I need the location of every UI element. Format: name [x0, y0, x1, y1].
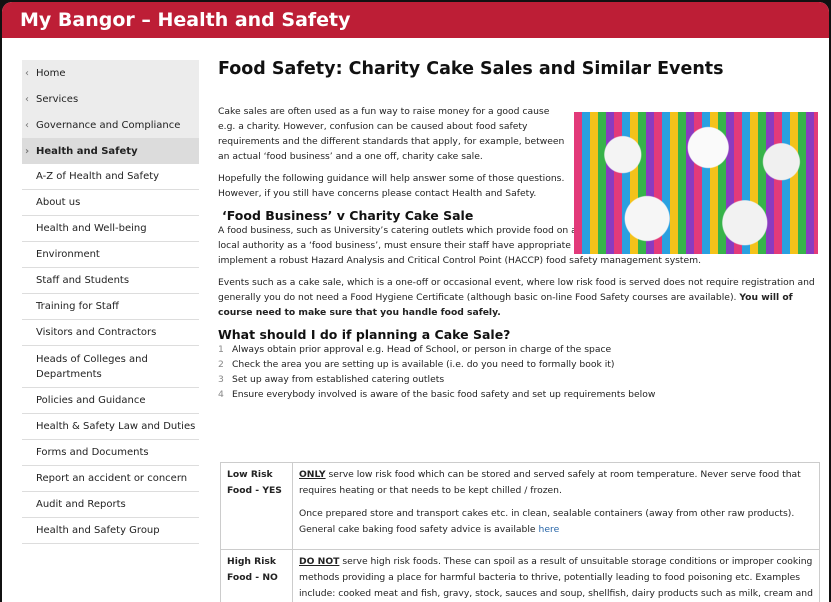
table-row: High Risk Food - NO DO NOT serve high ri…: [220, 549, 820, 602]
chevron-right-icon: ›: [25, 145, 30, 157]
intro-paragraph: Hopefully the following guidance will he…: [218, 173, 565, 199]
section-heading: ‘Food Business’ v Charity Cake Sale: [222, 208, 474, 223]
site-header: My Bangor – Health and Safety: [2, 2, 829, 38]
sidebar-item[interactable]: Policies and Guidance: [22, 388, 199, 414]
list-item: 3 Set up away from established catering o…: [218, 372, 820, 387]
sidebar-item[interactable]: Staff and Students: [22, 268, 199, 294]
sidebar-label: Governance and Compliance: [36, 119, 181, 131]
sidebar-label: Health and Safety: [36, 145, 138, 157]
paragraph: A food business, such as University’s ca…: [218, 225, 816, 266]
sidebar-item[interactable]: Environment: [22, 242, 199, 268]
list-number: 3: [218, 374, 224, 385]
main-content: Food Safety: Charity Cake Sales and Simi…: [218, 59, 820, 602]
chevron-left-icon: ‹: [25, 119, 29, 131]
sidebar-item-services[interactable]: ‹ Services: [22, 86, 199, 112]
row-content: DO NOT serve high risk foods. These can …: [292, 549, 820, 602]
emphasis: DO NOT: [299, 556, 340, 567]
sidebar-item[interactable]: Report an accident or concern: [22, 466, 199, 492]
sidebar-label: Home: [36, 67, 66, 79]
sidebar-label: Services: [36, 93, 79, 105]
list-text: Always obtain prior approval e.g. Head o…: [232, 344, 612, 355]
list-number: 4: [218, 389, 224, 400]
steps-list: 1 Always obtain prior approval e.g. Head …: [218, 342, 820, 402]
chevron-left-icon: ‹: [25, 67, 29, 79]
emphasis: ONLY: [299, 469, 326, 480]
list-item: 1 Always obtain prior approval e.g. Head …: [218, 342, 820, 357]
sidebar-item[interactable]: Visitors and Contractors: [22, 320, 199, 346]
sidebar-item-health-and-safety[interactable]: › Health and Safety: [22, 138, 199, 164]
intro-paragraph: Cake sales are often used as a fun way t…: [218, 106, 565, 162]
sidebar-item[interactable]: Heads of Colleges and Departments: [22, 346, 199, 388]
list-number: 2: [218, 359, 224, 370]
sidebar-item-home[interactable]: ‹ Home: [22, 60, 199, 86]
list-text: Ensure everybody involved is aware of th…: [232, 389, 656, 400]
cell-text: Once prepared store and transport cakes …: [299, 508, 795, 535]
sidebar-item[interactable]: Audit and Reports: [22, 492, 199, 518]
row-label: High Risk Food - NO: [220, 549, 293, 602]
row-label: Low Risk Food - YES: [220, 462, 293, 550]
paragraph: Events such as a cake sale, which is a o…: [218, 275, 820, 320]
sidebar-item-governance[interactable]: ‹ Governance and Compliance: [22, 112, 199, 138]
sidebar-nav: ‹ Home ‹ Services ‹ Governance and Complian…: [22, 60, 199, 544]
sidebar-item[interactable]: Forms and Documents: [22, 440, 199, 466]
here-link[interactable]: here: [538, 524, 560, 535]
chevron-left-icon: ‹: [25, 93, 29, 105]
cupcakes-image: [574, 112, 818, 254]
cell-text: serve high risk foods. These can spoil a…: [299, 556, 813, 599]
sidebar-item[interactable]: About us: [22, 190, 199, 216]
sidebar-item[interactable]: A-Z of Health and Safety: [22, 164, 199, 190]
sidebar-item[interactable]: Health and Well-being: [22, 216, 199, 242]
list-number: 1: [218, 344, 224, 355]
row-content: ONLY serve low risk food which can be st…: [292, 462, 820, 550]
cell-text: serve low risk food which can be stored …: [299, 469, 801, 496]
food-risk-table: Low Risk Food - YES ONLY serve low risk …: [220, 462, 820, 602]
table-row: Low Risk Food - YES ONLY serve low risk …: [220, 462, 820, 550]
sidebar-item[interactable]: Training for Staff: [22, 294, 199, 320]
sidebar-item[interactable]: Health & Safety Law and Duties: [22, 414, 199, 440]
sidebar-item[interactable]: Health and Safety Group: [22, 518, 199, 544]
list-text: Set up away from established catering ou…: [232, 374, 445, 385]
page-title: Food Safety: Charity Cake Sales and Simi…: [218, 59, 724, 79]
list-item: 2 Check the area you are setting up is av…: [218, 357, 820, 372]
paragraph-text: Events such as a cake sale, which is a o…: [218, 277, 815, 303]
list-text: Check the area you are setting up is ava…: [232, 359, 615, 370]
paragraph-bold: You will of course need to make sure tha…: [218, 292, 793, 318]
list-item: 4 Ensure everybody involved is aware of t…: [218, 387, 820, 402]
section-heading: What should I do if planning a Cake Sale…: [218, 327, 511, 342]
